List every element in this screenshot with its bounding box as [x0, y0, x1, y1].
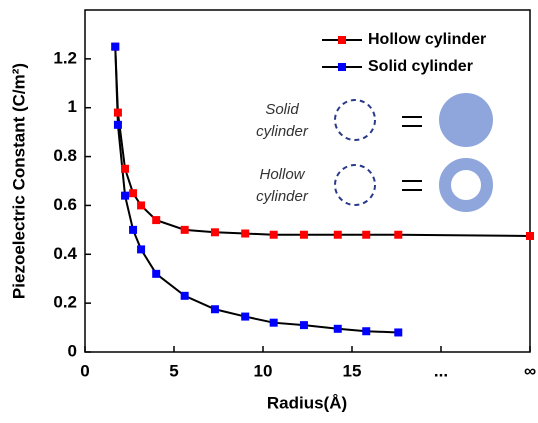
series-line — [114, 46, 399, 334]
y-tick-label: 0.8 — [53, 146, 77, 165]
marker — [129, 225, 138, 234]
marker — [269, 230, 278, 239]
marker — [121, 164, 130, 173]
annotation: cylinder — [256, 188, 309, 205]
marker — [113, 108, 122, 117]
marker — [152, 216, 161, 225]
legend-label: Hollow cylinder — [368, 31, 486, 48]
hollow-ring — [439, 158, 493, 212]
x-axis-label: Radius(Å) — [267, 393, 347, 412]
marker — [362, 327, 371, 336]
y-tick-label: 0.6 — [53, 195, 77, 214]
marker — [210, 305, 219, 314]
y-tick-label: 1.2 — [53, 48, 77, 67]
atom-ring — [334, 99, 376, 141]
inset: Solid cylinder Hollow cylinder — [256, 93, 493, 212]
y-tick-label: 1 — [68, 97, 77, 116]
marker — [111, 42, 120, 51]
legend-marker — [338, 36, 346, 44]
marker — [137, 201, 146, 210]
marker — [210, 228, 219, 237]
marker — [241, 229, 250, 238]
marker — [526, 231, 534, 240]
marker — [299, 321, 308, 330]
marker — [180, 291, 189, 300]
x-tick-label: 5 — [169, 361, 178, 380]
x-tick-label: ∞ — [524, 361, 536, 380]
annotation: Hollow — [259, 166, 305, 183]
plot-frame — [84, 9, 531, 353]
marker — [121, 191, 130, 200]
marker — [394, 328, 403, 337]
marker — [137, 245, 146, 254]
annotation: Solid — [265, 101, 299, 118]
x-tick-label: 10 — [254, 361, 273, 380]
y-tick-label: 0 — [68, 341, 77, 360]
x-tick-label: ... — [434, 361, 448, 380]
annotation: cylinder — [256, 123, 309, 140]
marker — [241, 312, 250, 321]
legend-label: Solid cylinder — [368, 58, 473, 75]
marker — [362, 230, 371, 239]
marker — [129, 189, 138, 198]
legend-marker — [338, 63, 346, 71]
marker — [333, 324, 342, 333]
marker — [152, 269, 161, 278]
marker — [269, 318, 278, 327]
marker — [333, 230, 342, 239]
marker — [299, 230, 308, 239]
marker — [113, 120, 122, 129]
atom-ring — [334, 164, 376, 206]
x-tick-label: 0 — [80, 361, 89, 380]
y-axis-label: Piezoelectric Constant (C/m²) — [9, 63, 28, 299]
y-tick-label: 0.2 — [53, 293, 77, 312]
solid-disc — [439, 93, 493, 147]
marker — [394, 230, 403, 239]
marker — [180, 225, 189, 234]
x-tick-label: 15 — [343, 361, 362, 380]
y-tick-label: 0.4 — [53, 244, 77, 263]
